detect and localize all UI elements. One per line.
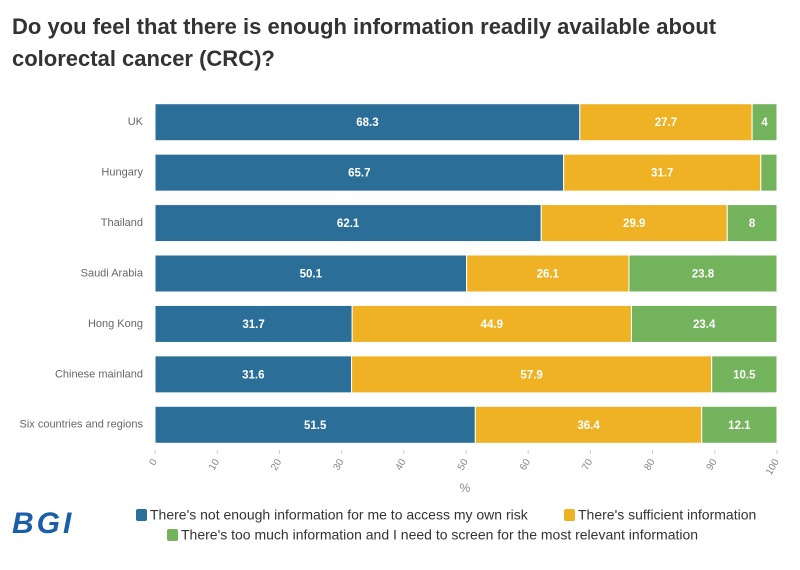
- data-label: 29.9: [623, 218, 645, 230]
- bar-segment: [563, 153, 762, 192]
- bar-segment: [154, 153, 565, 192]
- legend-swatch: [167, 529, 178, 541]
- bar-segment: [154, 254, 468, 293]
- x-tick-label: 60: [518, 457, 533, 473]
- x-tick-label: 50: [456, 457, 471, 473]
- x-tick-label: 100: [764, 457, 782, 477]
- x-tick-label: 20: [269, 457, 284, 473]
- data-label: 26.1: [537, 269, 560, 281]
- data-label: 65.7: [348, 168, 370, 180]
- bar-segment: [630, 304, 778, 343]
- data-label: 62.1: [337, 218, 360, 230]
- bar-segment: [351, 355, 713, 394]
- y-tick-label: Hungary: [101, 167, 143, 179]
- data-label: 4: [761, 117, 768, 129]
- legend-label: There's too much information and I need …: [181, 527, 698, 543]
- bar-segment: [474, 405, 703, 444]
- chart-title: Do you feel that there is enough informa…: [12, 14, 717, 39]
- bar-segment: [726, 204, 778, 243]
- bar-segment: [351, 304, 632, 343]
- data-label: 10.5: [733, 369, 756, 381]
- y-tick-label: Hong Kong: [88, 318, 143, 330]
- data-label: 57.9: [520, 369, 542, 381]
- x-tick-label: 80: [642, 457, 657, 473]
- bar-segment: [701, 405, 778, 444]
- y-tick-label: Thailand: [101, 217, 143, 229]
- data-label: 44.9: [481, 319, 503, 331]
- y-tick-label: Chinese mainland: [55, 368, 143, 380]
- x-tick-label: 40: [394, 457, 409, 473]
- bar-segment: [154, 304, 353, 343]
- bar-segment: [751, 103, 778, 142]
- y-tick-label: UK: [128, 116, 144, 128]
- legend-label: There's sufficient information: [578, 507, 756, 523]
- bar-segment: [154, 204, 542, 243]
- x-tick-label: 70: [580, 457, 595, 473]
- bar-segment: [628, 254, 778, 293]
- data-label: 68.3: [356, 117, 378, 129]
- data-label: 27.7: [655, 117, 677, 129]
- bar-segment: [711, 355, 778, 394]
- bar-segment: [154, 405, 476, 444]
- data-label: 51.5: [304, 420, 327, 432]
- data-label: 12.1: [728, 420, 751, 432]
- y-tick-label: Six countries and regions: [19, 419, 143, 431]
- x-tick-label: 30: [331, 457, 346, 473]
- legend-swatch: [564, 509, 575, 521]
- x-tick-label: 0: [148, 457, 161, 468]
- bar-segment: [154, 103, 581, 142]
- x-axis-label: %: [460, 481, 471, 495]
- bar-segment: [540, 204, 728, 243]
- legend-label: There's not enough information for me to…: [150, 507, 529, 523]
- x-tick-label: 90: [705, 457, 720, 473]
- y-tick-label: Saudi Arabia: [81, 267, 144, 279]
- data-label: 31.6: [242, 369, 264, 381]
- data-label: 36.4: [577, 420, 600, 432]
- logo: BGI: [12, 507, 74, 540]
- chart-title: colorectal cancer (CRC)?: [12, 46, 275, 71]
- data-label: 23.8: [692, 269, 715, 281]
- data-label: 50.1: [300, 269, 323, 281]
- bar-segment: [579, 103, 753, 142]
- data-label: 31.7: [242, 319, 264, 331]
- data-label: 23.4: [693, 319, 716, 331]
- legend-swatch: [136, 509, 147, 521]
- bar-segment: [760, 153, 778, 192]
- bar-segment: [466, 254, 630, 293]
- data-label: 31.7: [651, 168, 673, 180]
- data-label: 8: [749, 218, 756, 230]
- bar-segment: [154, 355, 353, 394]
- x-tick-label: 10: [207, 457, 222, 473]
